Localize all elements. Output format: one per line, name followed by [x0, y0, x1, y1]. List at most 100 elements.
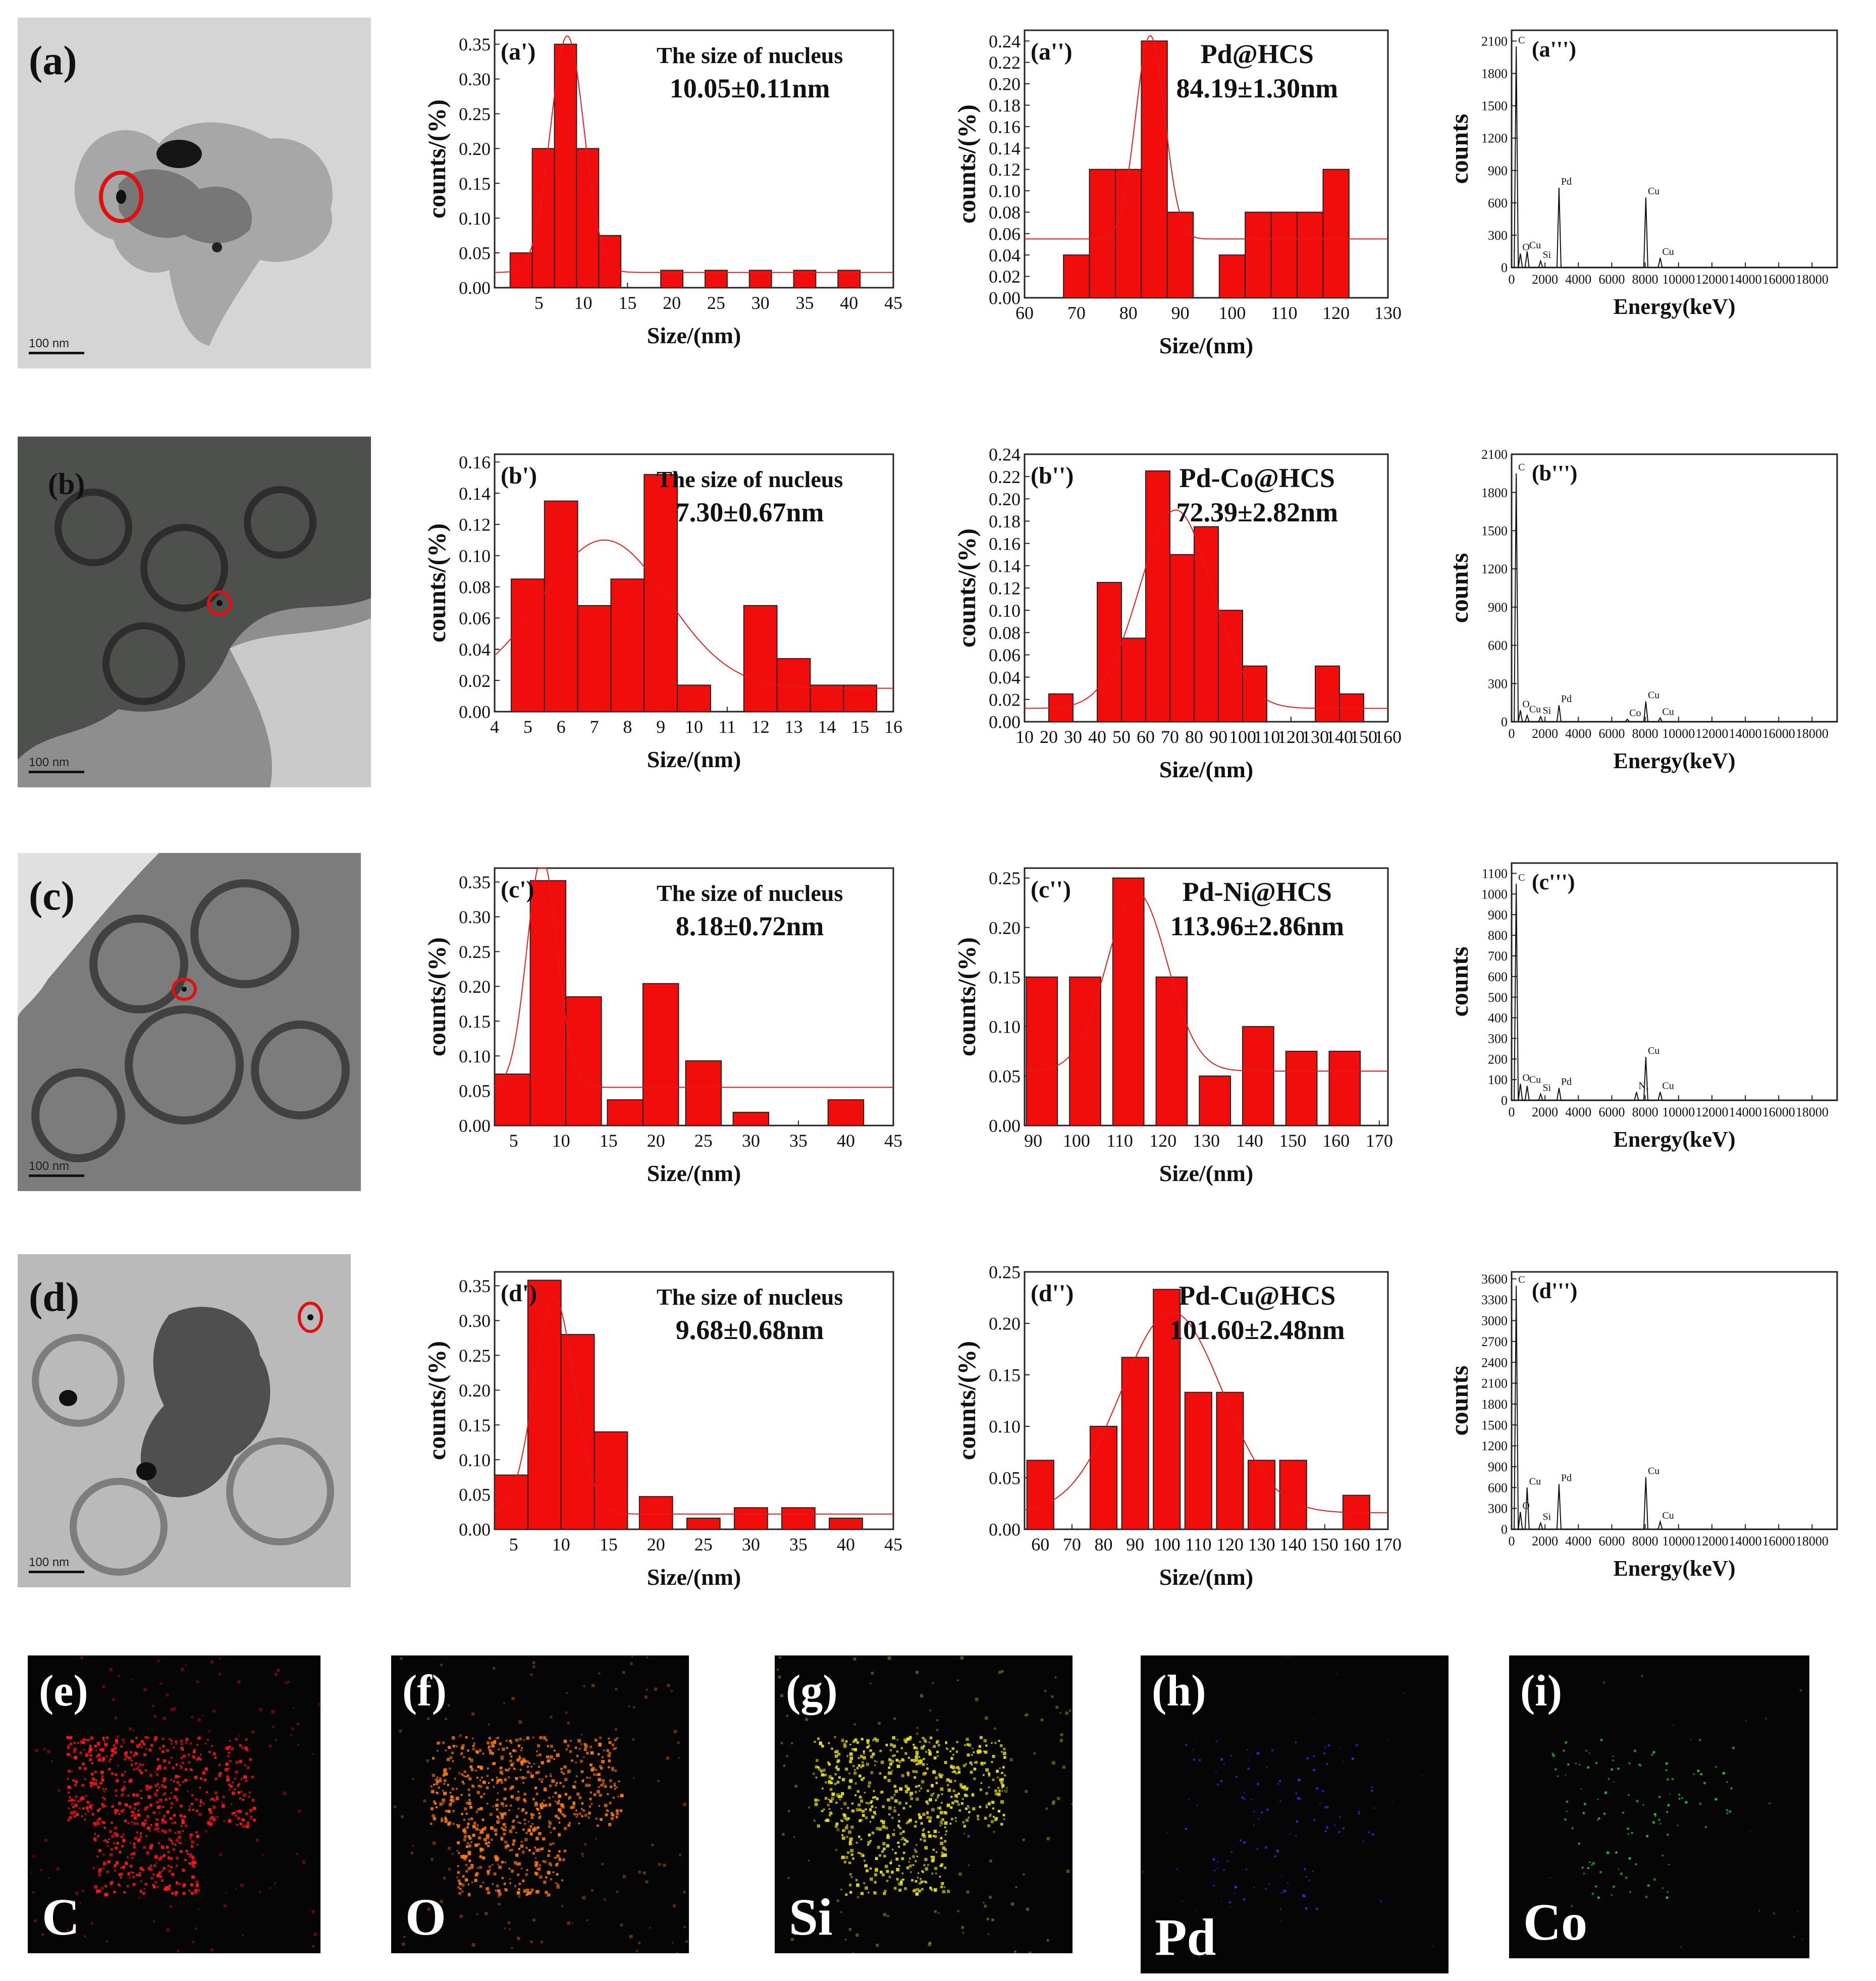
y-tick-label: 100: [1488, 1073, 1508, 1087]
map-signal-pixel: [967, 1835, 970, 1838]
map-signal-pixel: [439, 1802, 443, 1806]
map-signal-pixel: [532, 1798, 535, 1801]
map-signal-pixel: [471, 1943, 475, 1947]
map-signal-pixel: [545, 1739, 548, 1741]
map-signal-pixel: [922, 1870, 924, 1873]
map-signal-pixel: [208, 1730, 211, 1733]
y-tick-label: 2700: [1481, 1334, 1508, 1349]
map-signal-pixel: [1000, 1781, 1004, 1785]
map-signal-pixel: [1699, 1802, 1702, 1805]
map-signal-pixel: [576, 1792, 580, 1796]
map-signal-pixel: [936, 1729, 939, 1731]
map-signal-pixel: [907, 1820, 910, 1824]
map-signal-pixel: [563, 1849, 567, 1853]
map-signal-pixel: [520, 1749, 522, 1752]
map-signal-pixel: [912, 1855, 915, 1858]
map-signal-pixel: [841, 1855, 845, 1859]
map-signal-pixel: [817, 1766, 820, 1769]
x-tick-label: 12000: [1695, 1105, 1728, 1119]
map-signal-pixel: [81, 1815, 83, 1817]
map-signal-pixel: [631, 1655, 633, 1657]
map-signal-pixel: [557, 1854, 559, 1856]
map-signal-pixel: [162, 1869, 164, 1872]
map-signal-pixel: [836, 1781, 840, 1784]
map-signal-pixel: [548, 1850, 551, 1852]
map-signal-pixel: [189, 1768, 192, 1770]
map-signal-pixel: [112, 1698, 115, 1701]
map-signal-pixel: [525, 1893, 528, 1896]
map-signal-pixel: [240, 1778, 243, 1780]
map-signal-pixel: [1575, 1762, 1577, 1764]
map-signal-pixel: [961, 1926, 964, 1929]
map-signal-pixel: [1628, 1762, 1630, 1764]
map-signal-pixel: [1247, 1749, 1248, 1751]
x-tick-label: 90: [1171, 303, 1190, 323]
map-signal-pixel: [548, 1803, 552, 1807]
map-signal-pixel: [433, 1800, 436, 1803]
map-signal-pixel: [548, 1825, 551, 1828]
histogram-bar: [1145, 470, 1170, 722]
map-signal-pixel: [449, 1803, 452, 1806]
map-signal-pixel: [153, 1715, 157, 1718]
map-signal-pixel: [983, 1739, 987, 1743]
map-signal-pixel: [432, 1841, 436, 1845]
y-tick-label: 0.10: [459, 546, 491, 566]
map-signal-pixel: [945, 1742, 947, 1744]
map-signal-pixel: [235, 1770, 238, 1774]
map-signal-pixel: [1024, 1715, 1027, 1717]
map-signal-pixel: [609, 1801, 612, 1805]
map-signal-pixel: [589, 1763, 593, 1766]
map-signal-pixel: [1044, 1690, 1047, 1692]
map-signal-pixel: [527, 1821, 530, 1823]
map-signal-pixel: [274, 1673, 278, 1676]
histogram-bar: [1115, 169, 1142, 298]
map-signal-pixel: [959, 1785, 962, 1788]
map-signal-pixel: [94, 1824, 97, 1827]
map-signal-pixel: [842, 1829, 846, 1832]
map-signal-pixel: [985, 1744, 988, 1747]
map-signal-pixel: [1059, 1712, 1061, 1714]
map-signal-pixel: [545, 1804, 548, 1807]
map-signal-pixel: [436, 1792, 439, 1795]
map-signal-pixel: [487, 1872, 490, 1875]
map-signal-pixel: [873, 1891, 875, 1893]
map-signal-pixel: [863, 1859, 866, 1862]
map-signal-pixel: [179, 1849, 182, 1852]
map-signal-pixel: [855, 1933, 859, 1937]
map-signal-pixel: [965, 1763, 967, 1765]
map-signal-pixel: [1253, 1824, 1255, 1826]
map-signal-pixel: [123, 1808, 125, 1810]
map-signal-pixel: [530, 1813, 533, 1816]
y-tick-label: 900: [1488, 1460, 1508, 1474]
map-signal-pixel: [595, 1817, 598, 1820]
y-tick-label: 0.00: [459, 1116, 491, 1136]
map-signal-pixel: [891, 1770, 893, 1772]
map-signal-pixel: [226, 1746, 230, 1750]
x-tick-label: 8000: [1632, 1534, 1658, 1548]
map-signal-pixel: [866, 1762, 869, 1766]
x-tick-label: 10: [552, 1534, 570, 1555]
map-signal-pixel: [251, 1776, 254, 1779]
map-signal-pixel: [67, 1819, 70, 1822]
map-signal-pixel: [961, 1798, 964, 1800]
scale-bar: 100 nm: [29, 1159, 84, 1177]
map-signal-pixel: [532, 1918, 535, 1922]
map-signal-pixel: [536, 1890, 540, 1894]
map-signal-pixel: [130, 1759, 133, 1761]
map-signal-pixel: [152, 1884, 154, 1887]
map-signal-pixel: [977, 1814, 980, 1817]
map-signal-pixel: [1371, 1789, 1373, 1792]
map-signal-pixel: [901, 1758, 904, 1761]
y-tick-label: 0.05: [459, 1485, 491, 1505]
map-signal-pixel: [831, 1792, 835, 1796]
map-signal-pixel: [1629, 1891, 1631, 1893]
map-signal-pixel: [985, 1806, 988, 1808]
map-signal-pixel: [589, 1745, 593, 1748]
map-signal-pixel: [857, 1803, 861, 1807]
map-signal-pixel: [455, 1796, 459, 1800]
map-signal-pixel: [91, 1922, 94, 1925]
map-signal-pixel: [1571, 1827, 1574, 1830]
sample-title: The size of nucleus: [657, 880, 843, 906]
map-signal-pixel: [1302, 1894, 1305, 1897]
map-signal-pixel: [517, 1796, 520, 1800]
